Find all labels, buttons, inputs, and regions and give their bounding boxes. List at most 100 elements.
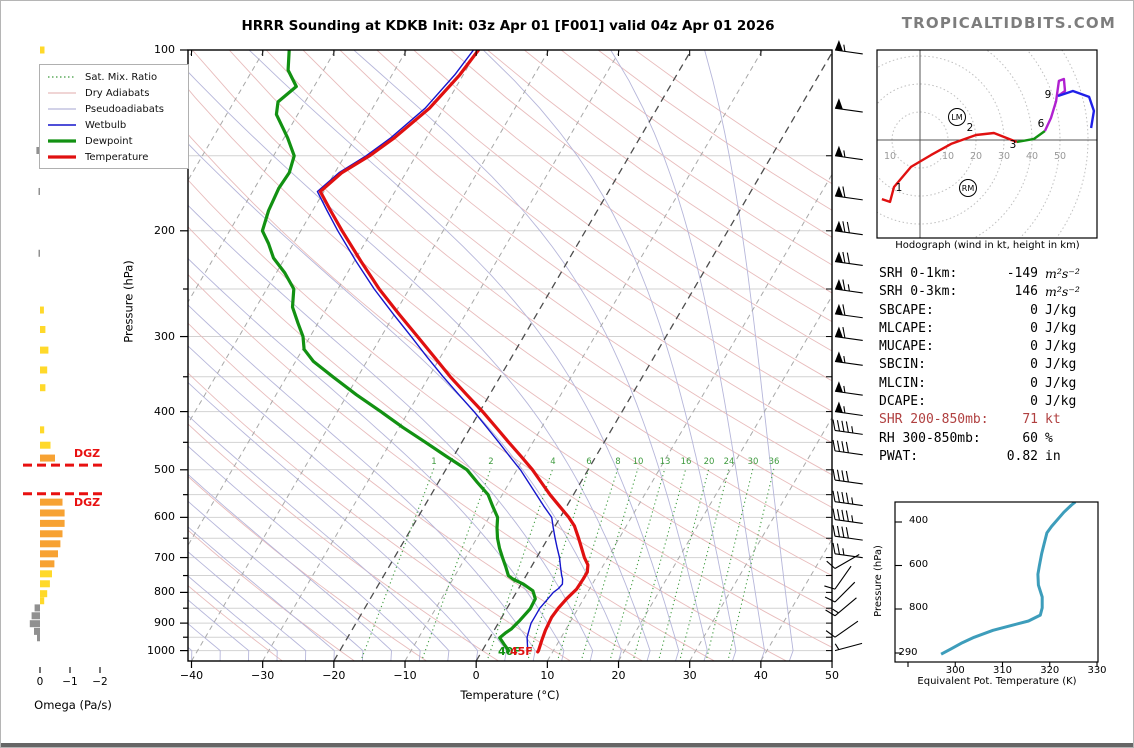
stat-label: SRH 0-1km:	[879, 266, 958, 281]
mixing-ratio-line	[486, 467, 554, 661]
stat-unit: J/kg	[1045, 375, 1077, 391]
isotherm	[618, 295, 832, 661]
stat-row-sbcin: SBCIN: 0 J/kg	[879, 357, 1105, 375]
stat-row-rh-300-850mb: RH 300-850mb: 60%	[879, 431, 1105, 449]
dry-adiabat	[188, 179, 832, 648]
stat-unit: J/kg	[1045, 302, 1077, 318]
pseudoadiabat	[188, 445, 421, 661]
pseudoadiabat	[188, 526, 335, 661]
isotherm	[760, 538, 832, 661]
storm-motion-marker	[959, 179, 977, 197]
wind-barb	[834, 278, 863, 294]
wind-barb	[832, 469, 863, 485]
pressure-tick-label: 500	[154, 462, 175, 476]
stat-row-pwat: PWAT: 0.82 in	[879, 449, 1105, 467]
storm-motion-label: RM	[962, 184, 975, 193]
wind-barb	[834, 381, 863, 396]
stat-value: 71	[1022, 412, 1038, 428]
pressure-tick-label: 300	[154, 329, 175, 343]
pressure-tick-label: 600	[154, 510, 175, 524]
isotherm	[188, 50, 265, 182]
isotherm	[404, 50, 763, 661]
thetae-x-tick: 330	[1087, 665, 1107, 676]
mixratio-line-sample	[48, 76, 76, 78]
stat-value: 146	[1014, 284, 1038, 300]
isotherm	[188, 50, 479, 547]
pseudoadiabat	[188, 345, 507, 661]
dry-adiabat	[188, 133, 832, 612]
hodograph-segment-9km+	[1057, 89, 1096, 129]
omega-bar	[37, 634, 40, 642]
mixing-ratio-line	[526, 467, 590, 661]
dry-adiabat	[188, 475, 427, 661]
stat-unit: kt	[1045, 412, 1061, 428]
omega-bar	[38, 187, 40, 195]
wind-barb	[824, 581, 856, 603]
stat-label: MUCAPE:	[879, 339, 934, 355]
hodograph-height-label: 3	[1010, 139, 1017, 151]
mixing-ratio-line	[360, 467, 435, 661]
wind-barb	[834, 351, 863, 366]
mixing-ratio-line	[657, 467, 710, 661]
stat-unit: m²s⁻²	[1045, 266, 1080, 281]
mixing-ratio-label: 10	[633, 457, 644, 467]
theta-e-trace	[940, 502, 1077, 656]
dry-adiabat	[188, 88, 832, 577]
pseudoadiabat	[188, 599, 250, 661]
mixing-ratio-label: 2	[488, 457, 493, 467]
wind-barb	[834, 39, 863, 55]
mixing-ratio-label: 6	[586, 457, 591, 467]
mixing-ratio-line	[609, 467, 666, 661]
dry-adiabat	[376, 50, 832, 382]
pseudoadiabat	[704, 50, 794, 661]
thetae-y-tick: 800	[909, 602, 929, 613]
legend-item-dewpoint: Dewpoint	[40, 133, 188, 149]
dry-adiabat	[450, 50, 832, 323]
x-tick-label: −40	[179, 669, 204, 682]
hodograph-border	[876, 49, 1098, 239]
dry-adiabat	[188, 423, 499, 661]
wind-barb	[825, 620, 859, 638]
stat-value: -149	[1006, 266, 1038, 281]
omega-bar	[40, 426, 45, 434]
stat-label: PWAT:	[879, 448, 919, 464]
skewt-background	[188, 50, 832, 661]
dry-adiabat	[302, 50, 832, 444]
stat-row-mucape: MUCAPE: 0 J/kg	[879, 339, 1105, 357]
omega-bar	[40, 519, 65, 527]
isotherm	[188, 50, 408, 425]
omega-axis-label: Omega (Pa/s)	[34, 698, 112, 712]
wind-barb	[834, 303, 863, 319]
legend: Sat. Mix. Ratio Dry Adiabats Pseudoadiabat…	[39, 64, 189, 169]
thetae-pressure-axis-label: Pressure (hPa)	[873, 545, 884, 617]
stat-unit: J/kg	[1045, 320, 1077, 336]
temperature-trace	[318, 50, 590, 654]
hodograph-ring-label: 10	[942, 151, 954, 162]
dry-adiabat	[188, 322, 643, 661]
pseudoadiabat	[188, 551, 307, 661]
omega-bar	[40, 590, 48, 598]
x-tick-label: 0	[472, 669, 480, 682]
omega-bar	[29, 620, 40, 628]
stat-unit: J/kg	[1045, 339, 1077, 355]
x-tick-label: 10	[540, 669, 555, 682]
x-tick-label: 20	[611, 669, 626, 682]
wind-barb	[832, 439, 863, 456]
hodograph-segment-3-6km	[1016, 130, 1046, 144]
hodograph-ring-label: 20	[970, 151, 982, 162]
thetae-x-tick: 310	[992, 665, 1013, 676]
omega-bar	[36, 146, 40, 154]
stat-unit: J/kg	[1045, 357, 1077, 373]
omega-bar	[40, 570, 52, 578]
wind-barb	[826, 554, 860, 569]
pseudoadiabat	[482, 50, 737, 661]
legend-item-wetbulb: Wetbulb	[40, 117, 188, 133]
pressure-tick-label: 1000	[147, 643, 175, 657]
pressure-tick-label: 100	[154, 43, 175, 56]
pseudoadiabat	[188, 204, 594, 661]
x-tick-label: −10	[393, 669, 417, 682]
stat-value: 0	[1030, 394, 1038, 410]
pressure-tick-label: 400	[154, 404, 175, 418]
storm-motion-label: LM	[951, 113, 962, 122]
